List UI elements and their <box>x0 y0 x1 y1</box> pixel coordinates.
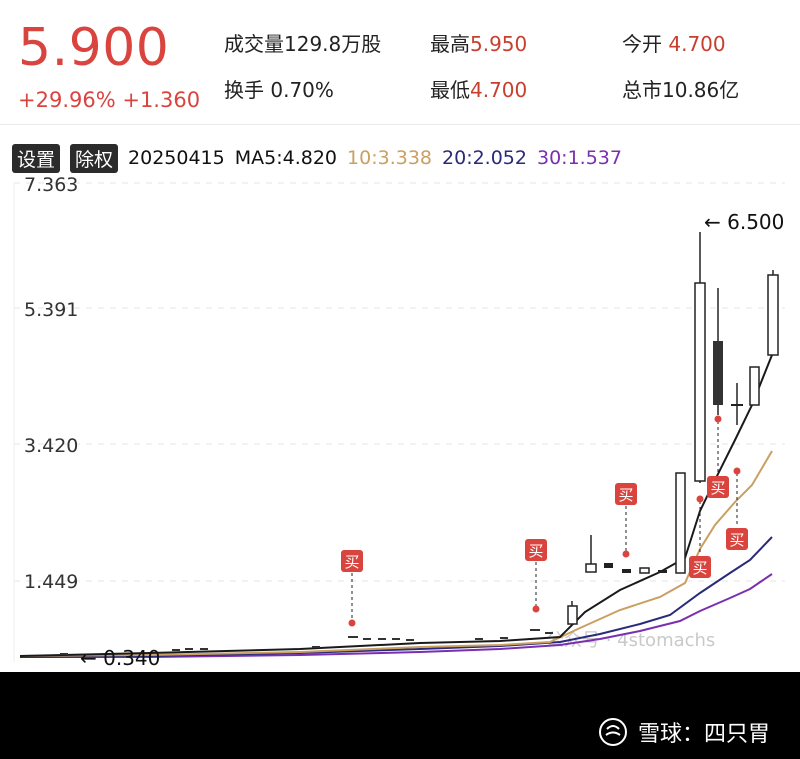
candle-body <box>713 341 723 405</box>
buy-text: 买 <box>528 542 543 560</box>
mktcap-value: 10.86亿 <box>662 78 740 102</box>
buy-marker[interactable]: 买 <box>525 539 547 613</box>
header-divider <box>0 124 800 125</box>
candle-body <box>604 563 613 568</box>
watermark: 公众号 · 4stomachs <box>546 630 715 651</box>
low-stat: 最低4.700 <box>430 74 527 103</box>
turnover-value: 0.70% <box>270 78 334 102</box>
turnover-stat: 换手 0.70% <box>224 74 334 103</box>
quote-header: 5.900 +29.96% +1.360 成交量129.8万股 最高5.950 … <box>0 0 800 120</box>
buy-text: 买 <box>729 531 744 549</box>
buy-marker[interactable]: 买 <box>707 415 729 499</box>
buy-badge <box>525 539 547 561</box>
buy-marker[interactable]: 买 <box>689 495 711 579</box>
open-value: 4.700 <box>668 32 726 56</box>
ma20-label: 20:2.052 <box>442 147 527 169</box>
buy-dot <box>532 605 540 613</box>
buy-badge <box>341 550 363 572</box>
kline-svg: 7.363 5.391 3.420 1.449 公众号 · 4stomachs <box>13 174 785 670</box>
volume-label: 成交量 <box>224 32 284 56</box>
brand-name: 雪球 <box>638 722 683 747</box>
open-label: 今开 <box>622 32 662 56</box>
mktcap-stat: 总市10.86亿 <box>622 74 739 103</box>
ma30-label: 30:1.537 <box>537 147 622 169</box>
high-label: 最高 <box>430 32 470 56</box>
mktcap-label: 总市 <box>622 78 662 102</box>
xueqiu-watermark: 雪球：四只胃 <box>598 716 770 748</box>
buy-marker[interactable]: 买 <box>615 483 637 558</box>
kline-chart[interactable]: 7.363 5.391 3.420 1.449 公众号 · 4stomachs <box>0 174 800 672</box>
buy-text: 买 <box>692 559 707 577</box>
late-candles <box>567 232 779 625</box>
price-change: +29.96% +1.360 <box>18 88 201 112</box>
volume-stat: 成交量129.8万股 <box>224 28 381 57</box>
volume-value: 129.8万股 <box>284 32 382 56</box>
min-price-label: ← 0.340 <box>80 646 160 670</box>
footer-bar <box>0 672 800 759</box>
candle-body <box>694 282 706 482</box>
buy-text: 买 <box>344 553 359 571</box>
snowball-icon <box>599 718 627 746</box>
buy-dot <box>714 415 722 423</box>
candle-body <box>639 567 650 574</box>
y-tick-label: 7.363 <box>24 175 78 196</box>
ma10-line <box>19 450 773 657</box>
buy-badge <box>689 556 711 578</box>
early-candles <box>60 629 553 655</box>
high-stat: 最高5.950 <box>430 28 527 57</box>
candle-body <box>585 563 597 573</box>
date-label: 20250415 <box>128 147 225 169</box>
buy-marker[interactable]: 买 <box>726 467 748 551</box>
y-tick-label: 1.449 <box>24 571 78 593</box>
low-label: 最低 <box>430 78 470 102</box>
buy-badge <box>615 483 637 505</box>
ma5-line <box>19 354 773 657</box>
buy-dot <box>733 467 741 475</box>
author-name: 四只胃 <box>704 722 771 747</box>
buy-badge <box>726 528 748 550</box>
buy-text: 买 <box>618 486 633 504</box>
ex-rights-button[interactable]: 除权 <box>70 143 119 173</box>
high-value: 5.950 <box>470 32 528 56</box>
candle-body <box>622 569 631 573</box>
max-price-label: ← 6.500 <box>704 210 784 234</box>
candle-body <box>675 472 686 574</box>
y-tick-label: 5.391 <box>24 299 78 321</box>
ma5-label: MA5:4.820 <box>234 147 338 169</box>
candle-body <box>658 570 667 573</box>
ma10-label: 10:3.338 <box>347 147 433 169</box>
buy-text: 买 <box>710 479 725 497</box>
low-value: 4.700 <box>470 78 528 102</box>
buy-dot <box>696 495 704 503</box>
settings-button[interactable]: 设置 <box>12 143 61 173</box>
ma30-line <box>20 573 773 658</box>
open-stat: 今开 4.700 <box>622 28 726 57</box>
y-tick-label: 3.420 <box>24 435 78 457</box>
candle-body <box>749 366 760 406</box>
last-price: 5.900 <box>18 18 170 78</box>
turnover-label: 换手 <box>224 78 264 102</box>
buy-dot <box>622 550 630 558</box>
buy-badge <box>707 476 729 498</box>
brand-separator: ： <box>682 722 705 747</box>
buy-dot <box>348 619 356 627</box>
buy-marker[interactable]: 买 <box>341 550 363 627</box>
chart-toolbar: 设置 除权 20250415 MA5:4.820 10:3.338 20:2.0… <box>12 143 632 173</box>
candle-body <box>567 605 578 625</box>
candle-body <box>767 274 779 356</box>
